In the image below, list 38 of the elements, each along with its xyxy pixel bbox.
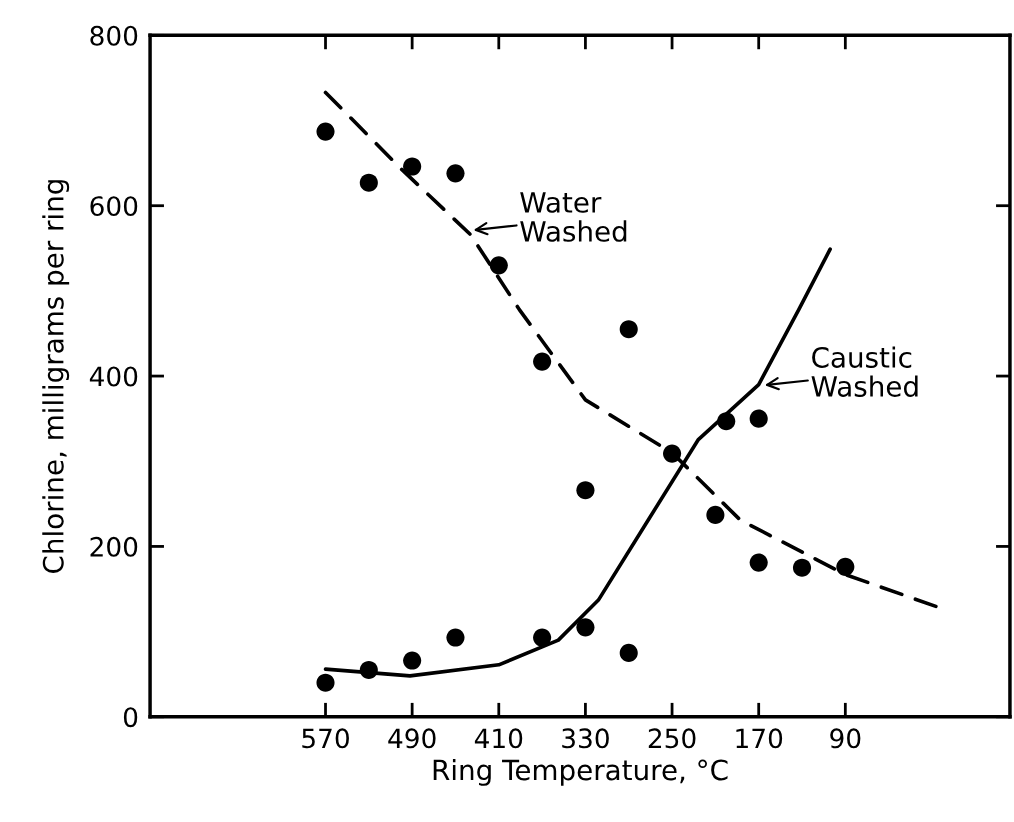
y-tick-label: 800 <box>90 25 138 46</box>
point <box>619 320 638 339</box>
point <box>792 558 812 577</box>
annotation: Caustic Washed <box>811 346 918 397</box>
point <box>619 643 638 662</box>
annotation: Water Washed <box>520 192 627 242</box>
x-tick-label: 570 <box>302 728 349 749</box>
point <box>533 352 552 371</box>
point <box>316 673 335 692</box>
point <box>706 505 725 524</box>
point <box>446 164 465 183</box>
point <box>489 256 508 275</box>
point <box>717 412 736 431</box>
point <box>403 157 422 176</box>
point <box>446 628 465 647</box>
x-axis-title: Ring Temperature, °C <box>433 758 728 786</box>
point <box>359 173 378 192</box>
y-axis-title: Chlorine, milligrams per ring <box>42 180 70 573</box>
point <box>576 618 595 637</box>
point <box>749 409 768 428</box>
y-tick-label: 400 <box>89 366 138 387</box>
point <box>576 481 595 500</box>
x-tick-label: 490 <box>388 728 436 749</box>
point <box>749 553 768 572</box>
point <box>316 122 335 141</box>
point <box>403 651 422 670</box>
x-tick-label: 90 <box>830 728 861 749</box>
y-tick-label: 600 <box>90 196 138 217</box>
y-tick-label: 0 <box>123 707 138 728</box>
point <box>663 444 682 463</box>
point <box>533 628 552 647</box>
point <box>359 660 378 679</box>
y-tick-label: 200 <box>90 536 138 557</box>
x-tick-label: 170 <box>736 728 783 749</box>
x-tick-label: 330 <box>562 728 609 749</box>
x-tick-label: 410 <box>474 728 523 749</box>
point <box>836 557 855 576</box>
x-tick-label: 250 <box>648 728 696 749</box>
